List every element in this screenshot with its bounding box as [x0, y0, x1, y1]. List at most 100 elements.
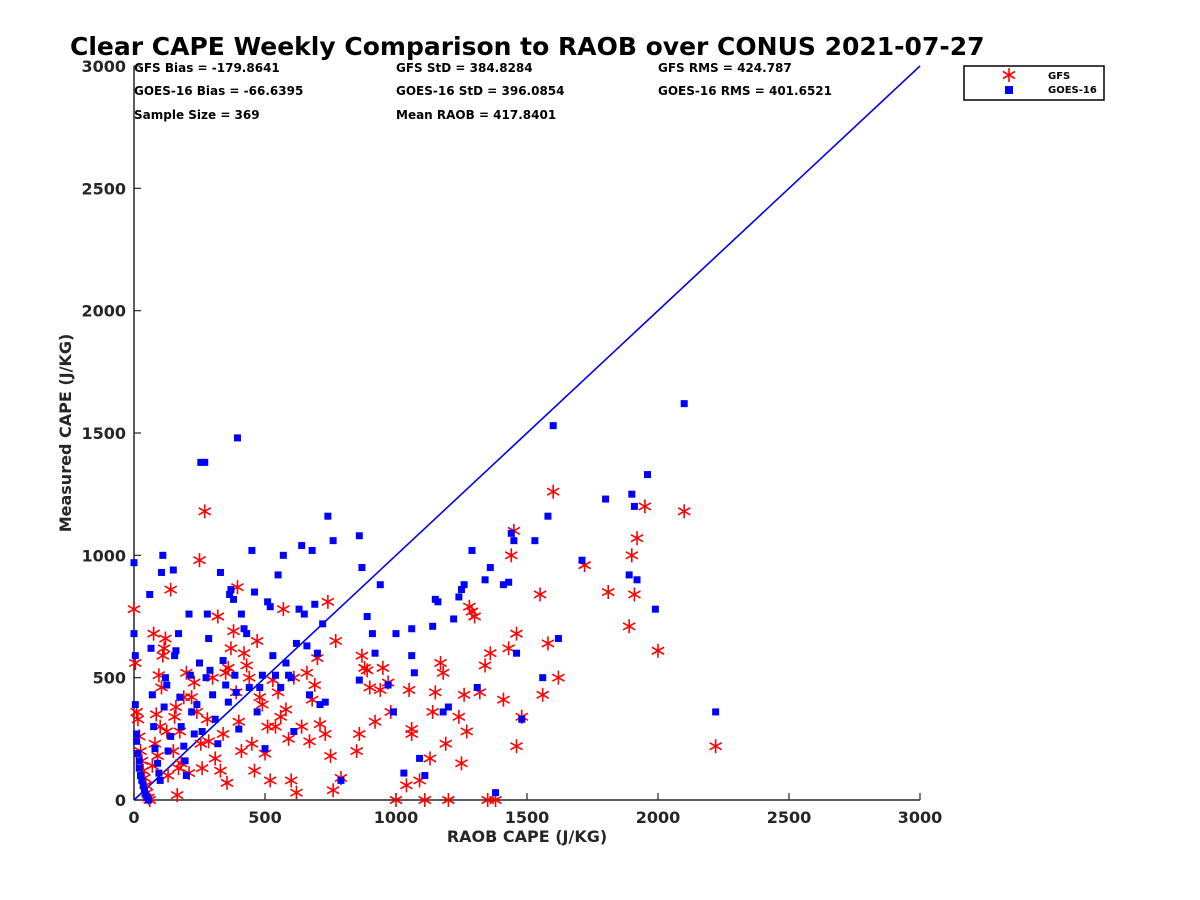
goes-16-point [549, 422, 557, 430]
gfs-rms-stat: GFS RMS = 424.787 [658, 61, 792, 75]
goes-16-point [138, 776, 146, 784]
goes-16-point [324, 512, 332, 520]
gfs-point-stroke [240, 661, 254, 670]
goes-16-point [371, 649, 379, 657]
goes-16-point [277, 683, 285, 691]
gfs-point-stroke [148, 739, 162, 748]
goes-16-point [224, 698, 232, 706]
goes-16-point [163, 681, 171, 689]
goes-16-point [628, 490, 636, 498]
x-tick-label: 500 [248, 808, 281, 827]
gfs-point [237, 646, 251, 661]
gfs-point [245, 736, 259, 751]
gfs-point-stroke [418, 795, 432, 805]
gfs-point-stroke [198, 507, 212, 516]
goes-16-point [544, 512, 552, 520]
y-tick-label: 0 [115, 791, 126, 810]
gfs-point [219, 665, 233, 680]
gfs-point-stroke [504, 551, 518, 560]
gfs-point-stroke [200, 715, 214, 724]
gfs-point-stroke [465, 607, 479, 616]
goes-16-point [460, 581, 468, 589]
gfs-point [279, 702, 293, 717]
goes-16-point [492, 789, 500, 797]
gfs-point [211, 609, 225, 624]
gfs-point-stroke [303, 737, 317, 746]
gfs-bias-stat: GFS Bias = -179.8641 [134, 61, 280, 75]
gfs-point-stroke [276, 604, 290, 614]
goes-16-point [421, 772, 429, 780]
goes-16-point [458, 586, 465, 594]
gfs-point-stroke [318, 729, 332, 739]
gfs-point [242, 670, 256, 685]
goes-16-point [230, 595, 238, 603]
y-ticks: 0 500 1000 1500 2000 2500 3000 [81, 57, 141, 810]
gfs-point-stroke [145, 761, 159, 770]
legend-goes-label: GOES-16 [1048, 85, 1097, 96]
gfs-point-stroke [321, 597, 335, 607]
goes-16-point [146, 590, 154, 598]
goes-16-point [510, 537, 518, 545]
legend-box [963, 65, 1105, 101]
goes-16-point [319, 620, 327, 628]
gfs-point-stroke [541, 639, 555, 648]
gfs-point [224, 641, 238, 656]
gfs-point-stroke [300, 668, 314, 677]
gfs-point [295, 719, 309, 734]
gfs-point [373, 682, 387, 697]
gfs-point [434, 655, 448, 670]
gfs-point-stroke [350, 746, 364, 756]
gfs-point [127, 602, 141, 617]
gfs-point-stroke [158, 634, 172, 643]
gfs-point [405, 726, 419, 741]
gfs-point-stroke [546, 487, 560, 496]
goes-16-point [185, 610, 193, 618]
gfs-point [221, 660, 235, 675]
goes-16-point [313, 649, 321, 657]
gfs-point [546, 484, 560, 499]
gfs-point [329, 633, 343, 648]
gfs-point [248, 763, 261, 778]
stats-block: GFS Bias = -179.8641 GFS StD = 384.8284 … [134, 61, 832, 122]
gfs-point-stroke [155, 683, 168, 692]
x-tick-label: 2000 [636, 808, 681, 827]
gfs-point-stroke [187, 678, 201, 687]
gfs-point-stroke [157, 644, 171, 653]
gfs-point [216, 726, 230, 741]
goes-16-point [337, 776, 345, 784]
goes-16-point [287, 674, 295, 682]
gfs-point [627, 587, 641, 602]
gfs-point-stroke [441, 795, 455, 805]
gfs-point [677, 504, 691, 519]
goes-16-point [271, 671, 279, 679]
gfs-point-stroke [164, 585, 178, 594]
gfs-point-stroke [478, 661, 492, 670]
goes-bias-stat: GOES-16 Bias = -66.6395 [134, 84, 303, 98]
gfs-point [269, 719, 282, 734]
goes-16-point [602, 495, 610, 503]
goes-16-point [329, 537, 337, 545]
gfs-point [195, 761, 209, 776]
goes-16-point [481, 576, 489, 584]
gfs-point [418, 793, 432, 807]
gfs-point [321, 594, 335, 609]
y-tick-label: 2500 [81, 179, 126, 198]
goes-16-point [539, 674, 547, 682]
goes-16-point [358, 564, 366, 572]
gfs-point [436, 665, 450, 680]
goes-16-point [518, 715, 526, 723]
gfs-point-stroke [483, 649, 497, 658]
gfs-point [651, 643, 665, 658]
gfs-point [276, 602, 290, 617]
goes-16-point [161, 674, 169, 682]
gfs-point-stroke [274, 712, 288, 722]
goes-16-point [160, 703, 168, 711]
goes-16-point [154, 759, 162, 767]
goes-16-point [450, 615, 458, 623]
gfs-point [308, 678, 322, 693]
gfs-point [496, 692, 510, 707]
gfs-point-stroke [194, 739, 208, 748]
gfs-point [263, 773, 277, 788]
goes-16-point [400, 769, 408, 777]
gfs-point-stroke [551, 673, 565, 682]
